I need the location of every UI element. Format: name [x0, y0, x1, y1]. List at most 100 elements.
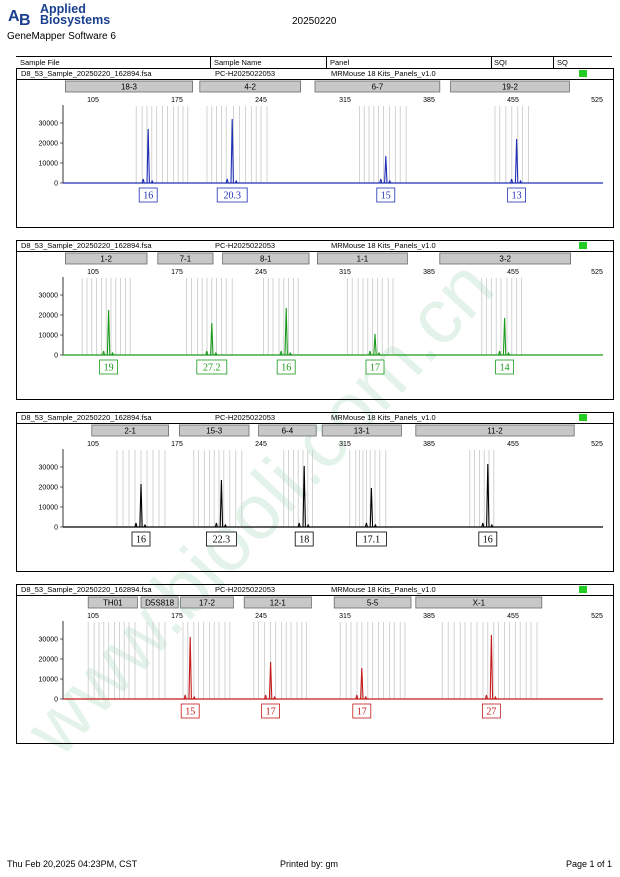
x-tick-label: 455	[507, 97, 519, 104]
y-tick-label: 20000	[39, 141, 59, 148]
y-tick-label: 0	[54, 525, 58, 532]
electropherogram-panel-2: D8_53_Sample_20250220_162894.fsa PC-H202…	[16, 240, 614, 400]
allele-call-box	[196, 359, 228, 375]
brand-name: Applied Biosystems	[40, 3, 111, 27]
trace-line	[63, 307, 603, 356]
sample-name: PC-H2025022053	[215, 69, 276, 78]
marker-box	[65, 80, 193, 93]
marker-label: 13-1	[354, 427, 371, 436]
electropherogram-panel-1: D8_53_Sample_20250220_162894.fsa PC-H202…	[16, 68, 614, 228]
marker-box	[87, 596, 138, 609]
x-tick-label: 105	[87, 441, 99, 448]
marker-label: 7-1	[180, 255, 192, 264]
marker-box	[316, 252, 408, 265]
marker-label: 15-3	[206, 427, 223, 436]
marker-box	[178, 424, 250, 437]
software-name: GeneMapper Software 6	[7, 31, 116, 42]
col-sample-name: Sample Name	[214, 58, 262, 67]
x-tick-label: 105	[87, 613, 99, 620]
x-tick-label: 175	[171, 97, 183, 104]
marker-label: 11-2	[487, 427, 503, 436]
trace-line	[63, 118, 603, 184]
sample-name: PC-H2025022053	[215, 585, 276, 594]
marker-box	[91, 424, 170, 437]
panel-name: MRMouse 18 Kits_Panels_v1.0	[331, 241, 436, 250]
x-tick-label: 385	[423, 269, 435, 276]
col-sqi: SQI	[494, 58, 507, 67]
marker-box	[314, 80, 441, 93]
svg-text:B: B	[19, 12, 31, 29]
allele-call-box	[355, 531, 387, 547]
allele-call-box	[365, 359, 385, 375]
marker-box	[258, 424, 317, 437]
sample-file: D8_53_Sample_20250220_162894.fsa	[21, 69, 152, 78]
brand-line-2: Biosystems	[40, 13, 111, 27]
allele-call-box	[216, 187, 248, 203]
allele-call-label: 17	[370, 363, 380, 374]
allele-call-label: 15	[381, 191, 391, 202]
marker-label: D5S818	[145, 599, 174, 608]
sq-status-icon	[579, 242, 587, 249]
allele-call-box	[376, 187, 396, 203]
x-tick-label: 245	[255, 613, 267, 620]
x-tick-label: 315	[339, 97, 351, 104]
x-tick-label: 315	[339, 269, 351, 276]
allele-call-box	[205, 531, 237, 547]
allele-call-label: 20.3	[223, 191, 241, 202]
marker-box	[333, 596, 412, 609]
allele-call-box	[495, 359, 515, 375]
allele-call-label: 17	[266, 707, 276, 718]
col-panel: Panel	[330, 58, 350, 67]
y-tick-label: 0	[54, 181, 58, 188]
allele-call-label: 19	[104, 363, 114, 374]
allele-call-box	[478, 531, 498, 547]
marker-label: 19-2	[502, 83, 519, 92]
allele-call-box	[294, 531, 314, 547]
y-tick-label: 10000	[39, 333, 59, 340]
marker-box	[439, 252, 571, 265]
sample-file: D8_53_Sample_20250220_162894.fsa	[21, 585, 152, 594]
x-tick-label: 385	[423, 97, 435, 104]
y-tick-label: 30000	[39, 121, 59, 128]
panel-name: MRMouse 18 Kits_Panels_v1.0	[331, 69, 436, 78]
marker-box	[157, 252, 214, 265]
x-tick-label: 105	[87, 97, 99, 104]
electropherogram-2: 1-2 7-1 8-1 1-1 3-2 105 175 245 315 385 455 525 0 100…	[39, 252, 603, 375]
marker-label: 18-3	[121, 83, 138, 92]
allele-call-box	[138, 187, 158, 203]
marker-box	[222, 252, 310, 265]
ab-logo-icon: A B	[7, 5, 37, 29]
allele-call-label: 16	[143, 191, 153, 202]
sample-name: PC-H2025022053	[215, 241, 276, 250]
sample-row: D8_53_Sample_20250220_162894.fsa PC-H202…	[17, 585, 613, 596]
sq-status-icon	[579, 414, 587, 421]
x-tick-label: 455	[507, 269, 519, 276]
allele-call-label: 16	[483, 535, 493, 546]
y-tick-label: 0	[54, 353, 58, 360]
marker-box	[140, 596, 179, 609]
allele-call-box	[481, 703, 501, 719]
col-sample-file: Sample File	[20, 58, 60, 67]
x-tick-label: 245	[255, 441, 267, 448]
x-tick-label: 245	[255, 269, 267, 276]
marker-label: X-1	[473, 599, 486, 608]
electropherogram-panel-4: D8_53_Sample_20250220_162894.fsa PC-H202…	[16, 584, 614, 744]
marker-label: 4-2	[244, 83, 256, 92]
marker-label: 1-1	[357, 255, 369, 264]
marker-box	[415, 596, 543, 609]
report-date: 20250220	[292, 16, 337, 27]
col-sq: SQ	[557, 58, 568, 67]
allele-call-label: 18	[299, 535, 309, 546]
allele-call-label: 16	[281, 363, 291, 374]
y-tick-label: 20000	[39, 313, 59, 320]
x-tick-label: 525	[591, 269, 603, 276]
y-tick-label: 20000	[39, 485, 59, 492]
allele-call-box	[507, 187, 527, 203]
marker-label: 3-2	[499, 255, 511, 264]
sample-name: PC-H2025022053	[215, 413, 276, 422]
x-tick-label: 455	[507, 613, 519, 620]
sample-file: D8_53_Sample_20250220_162894.fsa	[21, 241, 152, 250]
electropherogram-1: 18-3 4-2 6-7 19-2 105 175 245 315 385 455 525 0 1000…	[39, 80, 603, 203]
y-tick-label: 10000	[39, 677, 59, 684]
marker-box	[450, 80, 570, 93]
